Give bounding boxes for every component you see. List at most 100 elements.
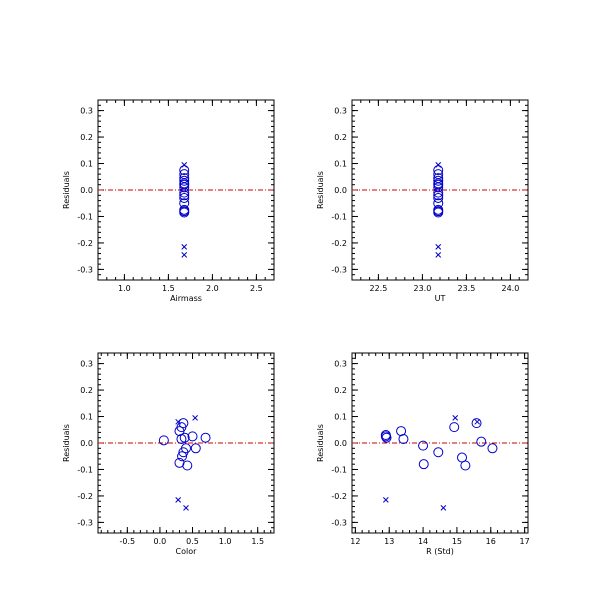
data-point-circle xyxy=(449,422,460,433)
x-tick-label: 23.0 xyxy=(413,284,431,293)
y-axis-label: Residuals xyxy=(316,424,325,462)
y-tick-label: 0.2 xyxy=(80,133,93,142)
data-point-circle xyxy=(179,192,190,203)
x-tick-label: 2.5 xyxy=(250,284,263,293)
data-point-circle xyxy=(396,426,407,437)
y-tick-label: 0.2 xyxy=(80,386,93,395)
y-tick-label: 0.2 xyxy=(334,386,347,395)
data-point-circle xyxy=(433,175,444,186)
data-point-circle xyxy=(433,187,444,198)
x-tick-label: 1.5 xyxy=(251,537,264,546)
y-tick-label: 0.1 xyxy=(80,413,93,422)
y-tick-label: -0.1 xyxy=(331,465,347,474)
residual-panel-1: 0.3 0.2 0.1 0.0 -0.1 -0.2 -0.3 1.0 1.5 2.0 2.5 Airm… xyxy=(62,99,275,303)
data-point-circle xyxy=(174,457,185,468)
data-point-cross xyxy=(181,251,188,258)
x-tick-label: 24.0 xyxy=(501,284,519,293)
x-tick-label: 0.5 xyxy=(186,537,199,546)
x-tick-label: -0.5 xyxy=(120,537,136,546)
residual-panel-3: 0.3 0.2 0.1 0.0 -0.1 -0.2 -0.3 -0.5 0.0 0.5 1.0 1.5… xyxy=(62,352,275,556)
data-point-cross xyxy=(435,251,442,258)
y-tick-label: -0.1 xyxy=(331,212,347,221)
data-point-circle xyxy=(190,443,201,454)
x-tick-label: 12 xyxy=(350,537,360,546)
y-tick-label: 0.1 xyxy=(334,413,347,422)
data-point-circle xyxy=(200,432,211,443)
y-tick-label: -0.3 xyxy=(77,518,93,527)
data-point-cross xyxy=(181,161,188,168)
y-tick-label: -0.2 xyxy=(77,492,93,501)
y-tick-label: -0.1 xyxy=(77,212,93,221)
y-tick-label: -0.1 xyxy=(77,465,93,474)
data-point-circle xyxy=(179,179,190,190)
data-point-circle xyxy=(187,431,198,442)
y-axis-label: Residuals xyxy=(62,424,71,462)
x-tick-label: 0.0 xyxy=(154,537,167,546)
data-point-circle xyxy=(179,207,190,218)
data-point-circle xyxy=(178,447,189,458)
x-axis-label: R (Std) xyxy=(426,547,454,556)
residual-panel-4: 0.3 0.2 0.1 0.0 -0.1 -0.2 -0.3 12 13 14 15 16 17 R (S… xyxy=(316,352,530,556)
data-point-circle xyxy=(487,443,498,454)
x-axis-label: Airmass xyxy=(170,294,202,303)
x-tick-label: 23.5 xyxy=(457,284,475,293)
data-point-cross xyxy=(183,504,189,511)
data-point-cross xyxy=(452,414,459,421)
data-point-cross xyxy=(382,497,389,503)
y-tick-label: 0.2 xyxy=(334,133,347,142)
y-tick-label: 0.3 xyxy=(80,107,93,116)
data-point-circle xyxy=(179,175,190,186)
x-axis-label: Color xyxy=(176,547,198,556)
y-tick-label: -0.2 xyxy=(77,239,93,248)
data-point-cross xyxy=(440,504,447,511)
data-point-circle xyxy=(418,440,429,451)
x-tick-label: 1.5 xyxy=(162,284,175,293)
y-tick-label: -0.3 xyxy=(331,518,347,527)
y-tick-label: 0.0 xyxy=(80,186,93,195)
data-point-circle xyxy=(476,436,487,447)
x-tick-label: 16 xyxy=(486,537,496,546)
x-tick-label: 14 xyxy=(418,537,428,546)
y-tick-label: 0.3 xyxy=(334,360,347,369)
y-tick-label: 0.3 xyxy=(80,360,93,369)
data-point-circle xyxy=(158,435,169,446)
y-tick-label: -0.2 xyxy=(331,492,347,501)
data-point-circle xyxy=(433,179,444,190)
data-point-circle xyxy=(460,460,471,471)
data-point-circle xyxy=(433,182,444,193)
data-point-circle xyxy=(380,430,391,441)
data-point-circle xyxy=(398,434,409,445)
data-point-circle xyxy=(177,451,188,462)
data-point-circle xyxy=(433,165,444,176)
y-tick-label: 0.0 xyxy=(80,439,93,448)
x-tick-label: 15 xyxy=(452,537,462,546)
data-point-cross xyxy=(181,244,188,250)
data-point-cross xyxy=(435,161,442,168)
y-tick-label: 0.1 xyxy=(334,160,347,169)
x-tick-label: 1.0 xyxy=(219,537,232,546)
data-point-circle xyxy=(179,187,190,198)
data-point-circle xyxy=(179,165,190,176)
data-point-cross xyxy=(175,497,182,503)
data-point-circle xyxy=(471,418,482,429)
data-point-circle xyxy=(433,190,444,201)
y-tick-label: -0.3 xyxy=(77,265,93,274)
data-point-cross xyxy=(474,418,481,425)
y-axis-label: Residuals xyxy=(316,171,325,209)
x-tick-label: 1.0 xyxy=(118,284,131,293)
data-point-circle xyxy=(176,434,187,445)
x-tick-label: 22.5 xyxy=(369,284,387,293)
y-tick-label: 0.0 xyxy=(334,439,347,448)
x-axis-label: UT xyxy=(435,294,446,303)
data-point-cross xyxy=(192,414,198,421)
data-point-circle xyxy=(433,447,444,458)
data-point-circle xyxy=(179,190,190,201)
data-point-circle xyxy=(179,182,190,193)
data-point-circle xyxy=(418,459,429,470)
data-point-circle xyxy=(433,207,444,218)
residual-panel-2: 0.3 0.2 0.1 0.0 -0.1 -0.2 -0.3 22.5 23.0 23.5 24.0… xyxy=(316,99,529,303)
x-tick-label: 13 xyxy=(384,537,394,546)
y-tick-label: 0.1 xyxy=(80,160,93,169)
y-axis-label: Residuals xyxy=(62,171,71,209)
